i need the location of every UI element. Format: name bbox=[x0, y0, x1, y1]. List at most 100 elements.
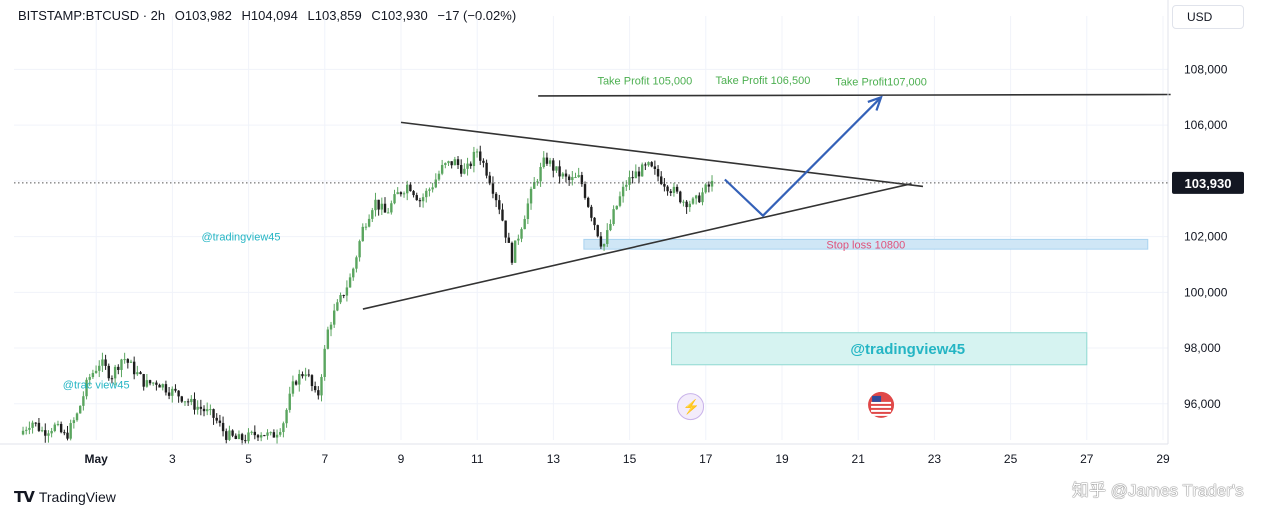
last-price-value: 103,930 bbox=[1185, 176, 1232, 191]
candle-body bbox=[44, 430, 47, 436]
candle-body bbox=[317, 390, 320, 396]
candle-body bbox=[431, 187, 434, 190]
candle-body bbox=[332, 310, 336, 325]
candle-body bbox=[256, 435, 260, 438]
candle-body bbox=[113, 366, 117, 379]
candle-body bbox=[406, 184, 409, 194]
candle-body bbox=[694, 195, 698, 199]
candle-body bbox=[123, 359, 126, 361]
candle-body bbox=[282, 423, 285, 433]
candle-body bbox=[253, 431, 257, 436]
candle-body bbox=[171, 388, 174, 396]
flag-stripe bbox=[871, 413, 892, 416]
credit-watermark: 知乎 @James Trader's bbox=[1072, 481, 1244, 500]
candle-body bbox=[205, 409, 209, 412]
candle-body bbox=[440, 164, 444, 174]
candles bbox=[21, 145, 714, 445]
candle-body bbox=[656, 168, 660, 177]
candle-body bbox=[386, 212, 390, 214]
candle-body bbox=[269, 432, 272, 434]
candle-body bbox=[107, 365, 110, 379]
candle-body bbox=[482, 160, 485, 163]
candle-body bbox=[279, 432, 282, 435]
currency-button[interactable]: USD bbox=[1172, 5, 1244, 29]
candle-body bbox=[539, 166, 542, 182]
candle-body bbox=[98, 365, 101, 371]
candle-body bbox=[609, 223, 612, 231]
symbol-header: BITSTAMP:BTCUSD · 2h O103,982 H104,094 L… bbox=[18, 8, 522, 23]
candle-body bbox=[555, 166, 558, 171]
candle-body bbox=[504, 220, 507, 238]
candle-body bbox=[183, 401, 187, 403]
x-tick-label: 15 bbox=[623, 452, 637, 466]
candle-body bbox=[304, 374, 307, 377]
arrow-head bbox=[867, 95, 883, 111]
candle-body bbox=[428, 189, 431, 191]
candle-body bbox=[669, 191, 672, 193]
candle-body bbox=[425, 190, 428, 198]
candle-body bbox=[621, 186, 625, 197]
candle-body bbox=[101, 359, 104, 366]
candle-body bbox=[94, 370, 98, 373]
candle-body bbox=[139, 372, 142, 375]
candle-body bbox=[326, 329, 330, 349]
candle-body bbox=[120, 359, 123, 370]
candle-body bbox=[523, 219, 526, 230]
candle-body bbox=[136, 372, 139, 375]
candle-body bbox=[161, 384, 164, 388]
symbol-name[interactable]: BITSTAMP:BTCUSD · 2h bbox=[18, 8, 166, 23]
candle-body bbox=[437, 173, 441, 180]
candle-body bbox=[450, 161, 453, 166]
candle-body bbox=[698, 195, 701, 203]
candle-body bbox=[533, 182, 536, 189]
candle-body bbox=[691, 198, 695, 204]
x-tick-label: 25 bbox=[1004, 452, 1018, 466]
candle-body bbox=[145, 380, 149, 387]
candle-body bbox=[307, 374, 310, 376]
tradingview-logo[interactable]: TV TradingView bbox=[14, 488, 116, 506]
take-profit-line bbox=[538, 93, 1171, 97]
flag-canton bbox=[872, 395, 882, 402]
bolt-icon: ⚡ bbox=[683, 399, 700, 416]
flag-stripe bbox=[871, 409, 892, 412]
candle-body bbox=[294, 381, 298, 385]
crypto-event-icon bbox=[677, 393, 705, 421]
candle-body bbox=[221, 422, 225, 432]
candle-body bbox=[298, 374, 301, 385]
candle-body bbox=[186, 401, 190, 403]
candle-body bbox=[72, 420, 76, 424]
ohlc-change: −17 (−0.02%) bbox=[437, 8, 517, 23]
price-axis: 108,000106,000104,000102,000100,00098,00… bbox=[0, 0, 1244, 466]
candle-body bbox=[56, 423, 60, 425]
candle-body bbox=[129, 361, 133, 363]
candle-body bbox=[155, 382, 158, 385]
candle-body bbox=[475, 151, 479, 153]
y-tick-label: 100,000 bbox=[1184, 285, 1228, 299]
drawings bbox=[14, 93, 1171, 310]
y-tick-label: 106,000 bbox=[1184, 118, 1228, 132]
candle-body bbox=[225, 431, 228, 440]
tv-logo-icon: TV bbox=[14, 488, 35, 506]
candle-body bbox=[320, 376, 323, 396]
candle-body bbox=[174, 388, 177, 391]
candle-body bbox=[688, 203, 691, 208]
candle-body bbox=[329, 324, 333, 330]
candle-body bbox=[552, 160, 555, 171]
candle-body bbox=[542, 157, 545, 167]
candle-body bbox=[653, 166, 657, 169]
candle-body bbox=[485, 162, 488, 176]
candle-body bbox=[618, 196, 622, 206]
candle-body bbox=[526, 203, 530, 220]
chart-grid bbox=[14, 16, 1168, 440]
candle-body bbox=[190, 398, 193, 403]
candle-body bbox=[50, 431, 53, 434]
candle-body bbox=[117, 366, 120, 370]
candle-body bbox=[545, 157, 549, 164]
candle-body bbox=[37, 422, 41, 431]
candle-body bbox=[91, 372, 95, 378]
candle-body bbox=[285, 409, 288, 424]
candle-body bbox=[571, 177, 574, 181]
candle-body bbox=[244, 440, 247, 442]
candle-body bbox=[152, 382, 155, 384]
